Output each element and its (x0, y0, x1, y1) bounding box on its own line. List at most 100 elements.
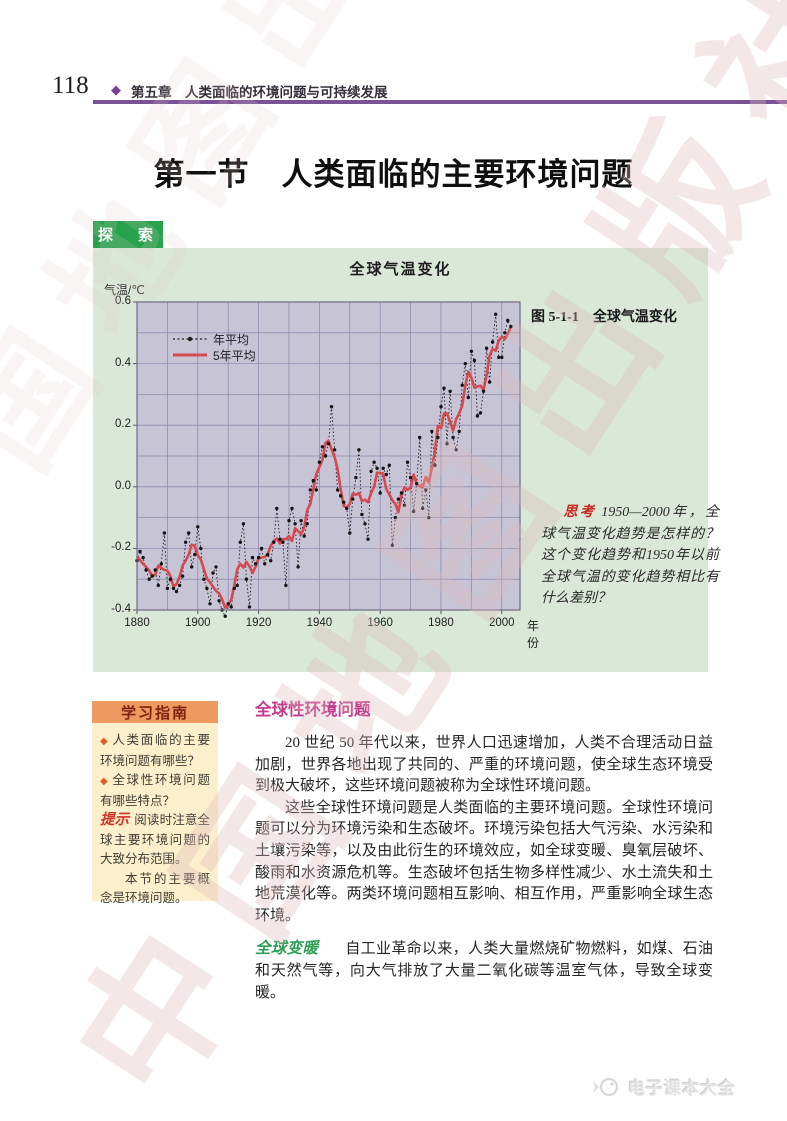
annual-data-point (433, 463, 437, 467)
annual-data-point (138, 549, 142, 554)
annual-data-point (320, 445, 325, 449)
annual-data-point (460, 383, 464, 387)
annual-data-point (238, 540, 242, 544)
annual-data-point (484, 346, 489, 350)
annual-data-point (250, 555, 255, 560)
annual-data-point (269, 559, 273, 563)
annual-data-point (232, 586, 236, 591)
annual-data-point (360, 512, 364, 517)
annual-data-point (503, 331, 507, 335)
inline-heading-global-warming: 全球变暖 (255, 940, 319, 958)
site-watermark: 电子课本大全 (592, 1074, 736, 1099)
annual-data-point (430, 429, 434, 434)
annual-data-point (190, 565, 194, 569)
annual-line-icon (173, 336, 207, 342)
annual-data-point (408, 475, 413, 480)
annual-data-point (162, 531, 167, 535)
annual-data-point (153, 568, 157, 572)
annual-data-point (454, 448, 458, 452)
think-block: 思考 1950—2000年，全球气温变化趋势是怎样的？这个变化趋势和1950年以前… (541, 502, 719, 610)
annual-data-point (481, 389, 486, 393)
annual-data-point (208, 602, 212, 606)
annual-data-point (390, 543, 394, 547)
annual-data-point (366, 537, 370, 541)
legend-annual-label: 年平均 (213, 332, 250, 347)
diamond-bullet-icon: ◆ (100, 736, 110, 747)
study-guide-header: 学习指南 (92, 701, 218, 723)
x-axis-tick-label: 1940 (306, 617, 333, 629)
annual-data-point (487, 380, 492, 384)
tip-label: 提示 (100, 812, 130, 828)
paragraph: 20 世纪 50 年代以来，世界人口迅速增加，人类不合理活动日益加剧，世界各地出… (255, 735, 713, 795)
annual-data-point (314, 488, 318, 492)
annual-data-point (278, 537, 282, 541)
annual-data-point (439, 405, 443, 409)
annual-data-point (259, 546, 264, 551)
annual-data-point (180, 574, 185, 578)
chart-plot-area (133, 301, 521, 618)
annual-data-point (411, 509, 416, 514)
annual-data-point (393, 515, 398, 520)
annual-data-point (235, 583, 239, 588)
annual-data-point (472, 358, 477, 363)
annual-data-point (342, 500, 346, 504)
annual-data-point (427, 515, 431, 520)
y-axis-tick-label: 0.6 (115, 295, 131, 307)
annual-data-point (436, 435, 440, 440)
annual-data-point (405, 460, 410, 464)
annual-data-point (214, 565, 218, 569)
y-axis-tick-label: -0.2 (111, 541, 131, 554)
annual-data-point (156, 583, 160, 588)
annual-data-point (247, 605, 252, 609)
temperature-chart: 年平均 5年平均 年份 0.6 0.4 0.2 0.0 -0.2 -0.4 1880 1900… (111, 295, 539, 650)
annual-data-point (217, 599, 221, 603)
x-axis-tick-label: 1960 (367, 617, 393, 629)
x-axis-label: 年份 (527, 619, 540, 650)
annual-data-point (384, 472, 388, 477)
annual-data-point (284, 583, 288, 588)
annual-data-point (202, 577, 206, 581)
annual-data-point (223, 614, 227, 618)
annual-data-point (226, 602, 230, 606)
annual-data-point (196, 525, 200, 529)
annual-data-point (451, 435, 455, 440)
annual-data-point (466, 395, 470, 400)
annual-data-point (509, 324, 513, 329)
annual-data-point (396, 497, 401, 501)
annual-data-point (478, 411, 483, 415)
think-label: 思考 (563, 505, 597, 520)
annual-data-point (469, 349, 474, 353)
chart-legend: 年平均 5年平均 (173, 331, 256, 363)
annual-data-point (497, 355, 501, 360)
annual-data-point (290, 506, 294, 511)
y-axis-tick-label: 0.2 (115, 418, 131, 431)
section-heading-global-problems: 全球性环境问题 (255, 701, 371, 719)
annual-data-point (369, 469, 373, 474)
annual-data-point (244, 577, 249, 581)
annual-data-point (305, 522, 309, 526)
paragraph: 这些全球性环境问题是人类面临的主要环境问题。全球性环境问题可以分为环境污染和生态… (255, 799, 713, 924)
annual-data-point (339, 494, 343, 498)
annual-data-point (147, 577, 151, 581)
annual-data-point (500, 355, 504, 360)
annual-data-point (229, 605, 233, 609)
annual-data-point (348, 531, 352, 535)
annual-data-point (171, 586, 176, 591)
annual-data-point (150, 574, 154, 578)
explore-box: 全球气温变化 气温/℃ 年平均 5年平均 年 (93, 248, 708, 672)
annual-data-point (463, 361, 467, 366)
legend-5yr-label: 5年平均 (213, 348, 256, 363)
annual-data-point (281, 540, 285, 544)
annual-data-point (363, 522, 367, 526)
x-axis-tick-label: 1880 (124, 617, 150, 629)
annual-data-point (253, 562, 258, 566)
x-axis-tick-label: 1920 (245, 617, 272, 629)
header-rule (93, 100, 787, 104)
annual-data-point (378, 491, 382, 495)
annual-data-point (372, 460, 376, 464)
annual-data-point (332, 448, 337, 452)
annual-data-point (165, 586, 170, 591)
annual-data-point (418, 435, 422, 440)
annual-data-point (354, 475, 358, 480)
annual-data-point (323, 454, 328, 458)
